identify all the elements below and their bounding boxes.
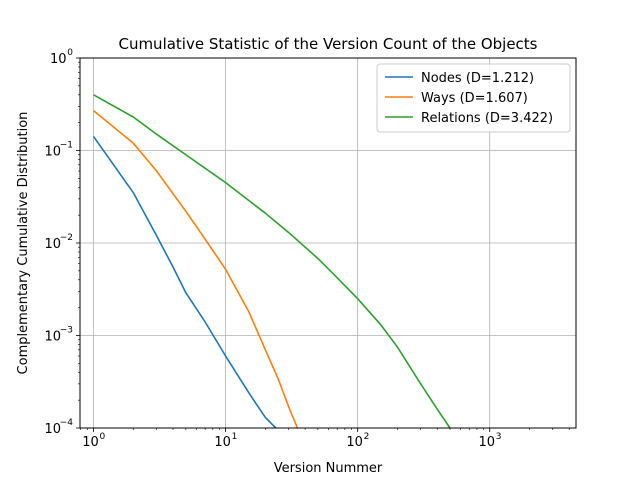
x-tick-exponent: 2: [364, 432, 370, 442]
legend-box: [376, 63, 571, 133]
y-tick-exponent: −1: [60, 141, 73, 151]
x-tick-exponent: 0: [100, 432, 106, 442]
y-tick-label: 10: [44, 330, 61, 345]
y-axis-label: Complementary Cumulative Distribution: [16, 112, 31, 375]
legend-label: Ways (D=1.607): [421, 91, 528, 106]
chart-title: Cumulative Statistic of the Version Coun…: [118, 35, 537, 53]
series-line: [92, 135, 277, 429]
y-tick-exponent: 0: [67, 48, 73, 58]
series-line: [93, 94, 451, 429]
legend-label: Nodes (D=1.212): [421, 71, 534, 86]
x-axis-label: Version Nummer: [274, 461, 383, 476]
y-tick-exponent: −3: [60, 326, 73, 336]
x-tick-exponent: 1: [232, 432, 238, 442]
y-tick-exponent: −2: [60, 233, 73, 243]
series-line: [93, 109, 299, 429]
series-layer: [92, 94, 451, 429]
x-tick-label: 10: [346, 435, 363, 450]
y-tick-label: 10: [44, 422, 61, 437]
y-tick-label: 10: [44, 237, 61, 252]
x-tick-exponent: 3: [496, 432, 502, 442]
x-tick-label: 10: [82, 435, 99, 450]
y-tick-exponent: −4: [60, 418, 74, 428]
x-tick-label: 10: [478, 435, 495, 450]
y-tick-label: 10: [50, 52, 67, 67]
legend: Nodes (D=1.212) Ways (D=1.607) Relations (…: [376, 63, 571, 133]
x-tick-label: 10: [214, 435, 231, 450]
legend-label: Relations (D=3.422): [421, 111, 553, 126]
y-tick-label: 10: [44, 145, 61, 160]
